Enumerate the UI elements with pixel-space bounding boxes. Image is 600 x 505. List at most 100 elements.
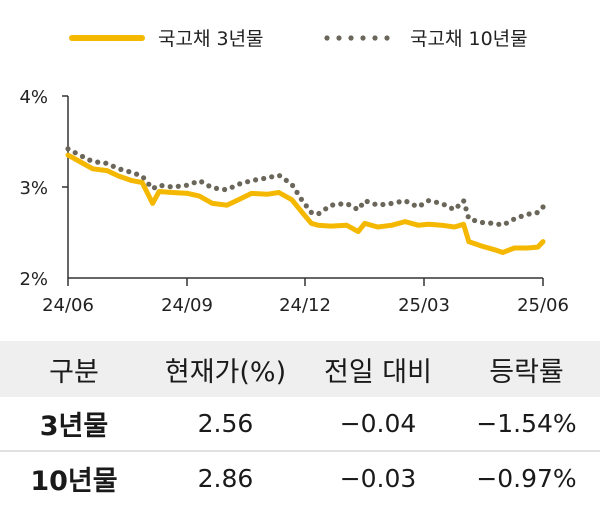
- row-label: 3년물: [39, 411, 109, 442]
- series-10y-dot: [308, 209, 314, 215]
- series-10y-dot: [358, 202, 365, 208]
- series-10y-dot: [95, 159, 101, 165]
- legend: 국고채 3년물 국고채 10년물: [69, 28, 528, 50]
- table-row: 10년물 2.86 −0.03 −0.97%: [0, 451, 600, 505]
- series-10y-dot: [396, 199, 402, 205]
- y-tick-label-2: 2%: [19, 269, 48, 290]
- series-10y-dot: [103, 160, 109, 166]
- series-10y-dot: [110, 163, 116, 169]
- series-10y-dot: [237, 181, 243, 187]
- row-label: 10년물: [30, 466, 118, 497]
- series-10y-dot: [510, 216, 517, 222]
- series-10y-dot: [290, 182, 296, 189]
- legend-label-10y: 국고채 10년물: [410, 28, 528, 50]
- series-10y-dot: [433, 199, 440, 205]
- series-10y-dot: [87, 157, 93, 163]
- x-tick-label-2: 24/09: [161, 295, 213, 316]
- header-category: 구분: [49, 356, 99, 388]
- series-10y-dot: [496, 221, 502, 227]
- series-10y-dot: [298, 196, 304, 202]
- header-change: 전일 대비: [324, 356, 432, 388]
- series-10y-dot: [303, 203, 309, 209]
- series-10y-dot: [441, 202, 447, 208]
- series-10y-dot: [283, 177, 289, 183]
- cell-rate: −1.54%: [476, 409, 577, 438]
- series-10y-dot: [294, 189, 300, 195]
- bond-yield-chart: 국고채 3년물 국고채 10년물 4% 3% 2% 24/06 24/09 24…: [19, 28, 569, 316]
- series-10y-dot: [151, 185, 158, 191]
- series-10y-dot: [488, 220, 494, 226]
- series-10y-dot: [380, 201, 386, 208]
- x-tick-label-3: 24/12: [279, 295, 331, 316]
- series-10y-dot: [534, 210, 540, 216]
- series-10y-dot: [199, 179, 205, 185]
- series-10y-dot: [540, 204, 546, 210]
- series-10y-dot: [261, 175, 267, 182]
- y-axis: 4% 3% 2%: [19, 87, 69, 290]
- legend-swatch-10y: [324, 35, 390, 41]
- series-10y-dot: [253, 177, 259, 183]
- series-10y-dot: [388, 200, 394, 207]
- header-rate: 등락률: [489, 356, 564, 388]
- series-10y-dot: [146, 181, 152, 187]
- series-10y-dot: [222, 186, 228, 193]
- series-10y-dot: [526, 211, 532, 217]
- cell-current: 2.86: [197, 464, 254, 493]
- series-line-3y: [65, 152, 546, 255]
- table-header-row: 구분 현재가(%) 전일 대비 등락률: [0, 341, 600, 397]
- series-10y-dot: [503, 220, 509, 226]
- table-row: 3년물 2.56 −0.04 −1.54%: [0, 397, 600, 451]
- series-10y-dot: [449, 205, 455, 211]
- series-10y-dot: [141, 175, 147, 181]
- series-10y-dot: [338, 201, 344, 207]
- series-10y-dot: [213, 185, 220, 191]
- series-10y-dot: [364, 198, 370, 205]
- series-10y-dot: [463, 206, 469, 212]
- series-10y-dot: [72, 150, 78, 156]
- series-10y-dot: [167, 184, 173, 190]
- series-10y-dot: [126, 169, 132, 175]
- series-10y-dot: [323, 206, 329, 212]
- series-10y-dot: [404, 199, 410, 205]
- cell-rate: −0.97%: [476, 464, 577, 493]
- x-tick-label-4: 25/03: [398, 295, 450, 316]
- cell-current: 2.56: [197, 409, 254, 438]
- series-10y-dot: [418, 202, 425, 208]
- series-10y-dot: [479, 219, 486, 226]
- cell-change: −0.04: [339, 409, 417, 438]
- series-10y-dot: [206, 183, 212, 189]
- x-tick-label-1: 24/06: [42, 295, 94, 316]
- series-10y-dot: [65, 146, 71, 152]
- x-axis: 24/06 24/09 24/12 25/03 25/06: [42, 277, 569, 316]
- series-10y-dot: [316, 210, 322, 217]
- y-tick-label-4: 4%: [19, 87, 48, 108]
- series-10y-dot: [465, 214, 471, 220]
- x-tick-label-5: 25/06: [517, 295, 569, 316]
- series-10y-dot: [330, 202, 336, 208]
- series-10y-dot: [346, 202, 352, 208]
- series-10y-dot: [159, 183, 165, 189]
- cell-change: −0.03: [339, 464, 417, 493]
- series-10y-dot: [269, 174, 275, 180]
- series-10y-dot: [245, 179, 251, 185]
- series-10y-dot: [455, 203, 461, 209]
- series-10y-dot: [518, 213, 524, 219]
- series-10y-dot: [372, 201, 378, 207]
- series-10y-dot: [134, 171, 140, 177]
- series-10y-dot: [229, 184, 235, 190]
- series-10y-dot: [353, 205, 359, 212]
- yield-table: 구분 현재가(%) 전일 대비 등락률 3년물 2.56 −0.04 −1.54…: [0, 341, 600, 505]
- series-10y-dot: [191, 180, 197, 186]
- series-10y-dot: [461, 198, 467, 204]
- series-10y-dot: [472, 217, 478, 224]
- y-tick-label-3: 3%: [19, 178, 48, 199]
- header-current: 현재가(%): [164, 356, 287, 388]
- series-10y-dot: [425, 198, 432, 204]
- series-10y-dot: [118, 166, 124, 172]
- series-10y-dot: [183, 182, 189, 188]
- series-10y-dot: [79, 153, 86, 160]
- series-line-10y: [65, 146, 546, 227]
- series-10y-dot: [411, 202, 417, 208]
- series-10y-dot: [277, 173, 283, 179]
- series-10y-dot: [175, 183, 181, 189]
